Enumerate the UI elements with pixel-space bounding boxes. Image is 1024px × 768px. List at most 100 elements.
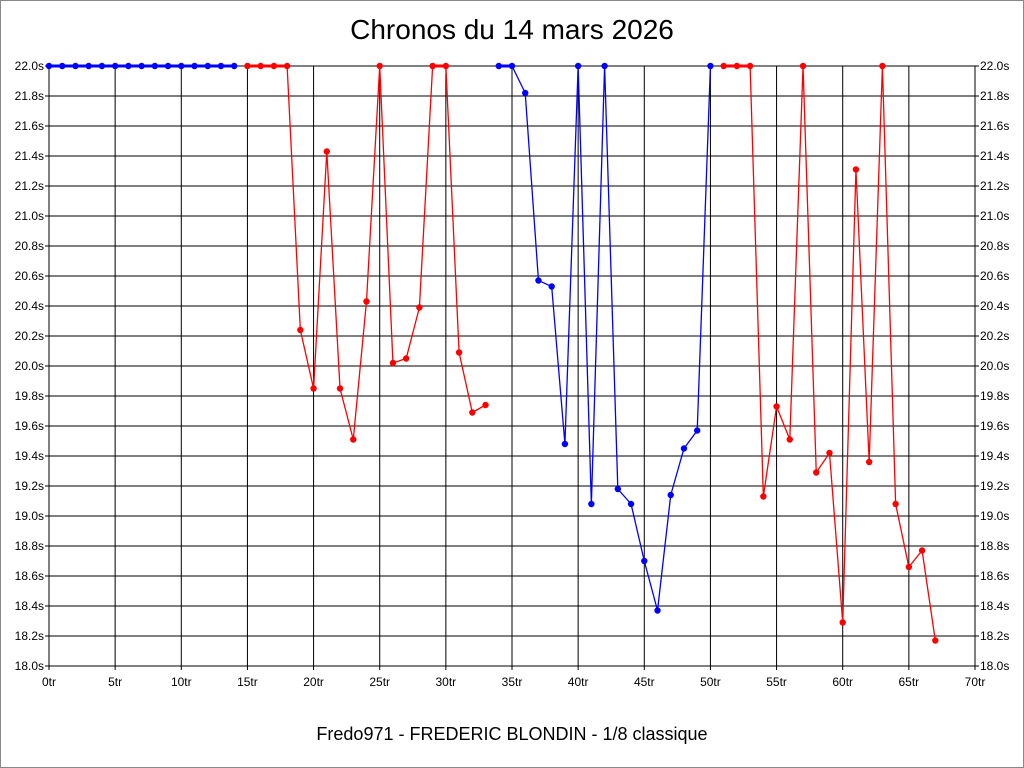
data-point: [191, 62, 198, 70]
data-point: [59, 62, 66, 70]
data-point: [257, 62, 264, 70]
x-tick-label: 20tr: [303, 675, 324, 689]
data-point: [244, 62, 251, 70]
data-point: [760, 493, 767, 500]
data-point: [323, 148, 330, 155]
data-point: [231, 62, 238, 70]
y-tick-label: 20.8s: [15, 239, 44, 253]
y-tick-label-right: 20.4s: [980, 299, 1009, 313]
y-tick-label: 19.0s: [15, 509, 44, 523]
data-point: [813, 469, 820, 476]
data-point: [508, 62, 516, 70]
data-point: [627, 500, 635, 508]
data-point: [905, 563, 913, 571]
series-red-1: [244, 62, 489, 443]
chart-footer: Fredo971 - FREDERIC BLONDIN - 1/8 classi…: [316, 724, 708, 744]
data-point: [879, 62, 886, 70]
x-tick-label: 45tr: [634, 675, 655, 689]
data-point: [178, 62, 185, 70]
y-tick-label-right: 19.0s: [980, 509, 1009, 523]
data-point: [45, 62, 53, 70]
data-point: [283, 62, 291, 70]
data-point: [720, 62, 727, 70]
x-tick-label: 35tr: [502, 675, 523, 689]
y-tick-label: 20.0s: [15, 359, 44, 373]
data-point: [932, 637, 939, 644]
data-point: [482, 401, 489, 409]
y-tick-label-right: 18.0s: [980, 659, 1009, 673]
data-point: [839, 619, 846, 626]
data-point: [98, 62, 106, 70]
x-tick-label: 40tr: [568, 675, 589, 689]
data-point: [389, 359, 397, 367]
y-tick-label: 21.8s: [15, 89, 44, 103]
x-tick-label: 60tr: [832, 675, 853, 689]
x-tick-label: 30tr: [436, 675, 457, 689]
y-tick-label-right: 18.6s: [980, 569, 1009, 583]
y-tick-label: 19.2s: [15, 479, 44, 493]
y-tick-label-right: 20.8s: [980, 239, 1009, 253]
data-point: [85, 62, 92, 70]
data-point: [72, 62, 79, 70]
y-tick-label: 21.2s: [15, 179, 44, 193]
data-point: [429, 62, 436, 70]
data-point: [614, 485, 622, 493]
data-point: [270, 62, 278, 70]
series-line: [247, 65, 486, 440]
data-point: [495, 62, 502, 70]
data-point: [667, 491, 674, 499]
y-tick-label-right: 22.0s: [980, 59, 1009, 73]
data-point: [694, 427, 701, 434]
x-tick-label: 65tr: [899, 675, 920, 689]
data-point: [601, 62, 608, 70]
data-point: [297, 326, 304, 334]
series-blue-0: [45, 62, 238, 70]
data-point: [336, 385, 344, 392]
data-point: [892, 500, 899, 508]
y-tick-label: 18.2s: [15, 629, 44, 643]
data-point: [574, 62, 582, 70]
data-point: [707, 62, 714, 70]
data-point: [310, 385, 317, 392]
data-point: [138, 62, 145, 70]
data-point: [204, 62, 211, 70]
y-tick-label-right: 20.6s: [980, 269, 1009, 283]
series-red-3: [720, 62, 939, 644]
data-point: [455, 349, 463, 356]
y-tick-label-right: 21.0s: [980, 209, 1009, 223]
y-tick-label: 19.4s: [15, 449, 44, 463]
chart-title: Chronos du 14 mars 2026: [350, 14, 674, 45]
data-point: [654, 607, 661, 614]
data-point: [773, 403, 780, 410]
x-tick-label: 0tr: [42, 675, 56, 689]
y-tick-label: 18.8s: [15, 539, 44, 553]
y-tick-label-right: 19.4s: [980, 449, 1009, 463]
data-point: [469, 409, 476, 416]
x-tick-label: 70tr: [965, 675, 986, 689]
y-tick-label: 21.6s: [15, 119, 44, 133]
y-tick-label-right: 19.8s: [980, 389, 1009, 403]
data-point: [641, 557, 648, 565]
y-tick-label: 21.4s: [15, 149, 44, 163]
x-tick-label: 25tr: [369, 675, 390, 689]
y-tick-label-right: 19.6s: [980, 419, 1009, 433]
data-point: [680, 445, 688, 452]
y-tick-label-right: 20.2s: [980, 329, 1009, 343]
y-tick-label-right: 21.8s: [980, 89, 1009, 103]
data-point: [786, 436, 793, 443]
y-tick-label-right: 21.2s: [980, 179, 1009, 193]
data-point: [535, 277, 542, 284]
series-line: [498, 65, 712, 611]
data-point: [376, 62, 383, 70]
y-tick-label-right: 18.2s: [980, 629, 1009, 643]
y-tick-label: 18.4s: [15, 599, 44, 613]
y-tick-label: 18.6s: [15, 569, 44, 583]
data-point: [350, 436, 357, 443]
x-tick-label: 15tr: [237, 675, 258, 689]
y-tick-label: 21.0s: [15, 209, 44, 223]
data-point: [416, 304, 423, 311]
y-tick-label-right: 20.0s: [980, 359, 1009, 373]
data-point: [733, 62, 741, 70]
y-tick-label: 20.2s: [15, 329, 44, 343]
data-point: [746, 62, 754, 70]
